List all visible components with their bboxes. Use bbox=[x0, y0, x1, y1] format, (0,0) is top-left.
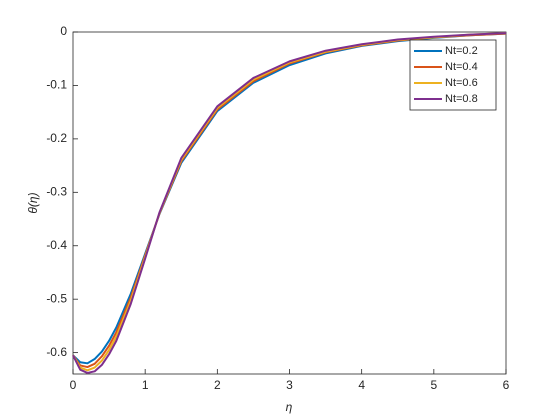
y-tick-label: -0.4 bbox=[46, 238, 67, 252]
y-tick-label: -0.2 bbox=[46, 131, 67, 145]
x-tick-label: 3 bbox=[286, 378, 293, 392]
y-tick-label: -0.1 bbox=[46, 78, 67, 92]
legend-label: Nt=0.4 bbox=[445, 61, 478, 73]
y-tick-label: -0.5 bbox=[46, 291, 67, 305]
x-tick-label: 6 bbox=[503, 378, 510, 392]
x-tick-label: 0 bbox=[70, 378, 77, 392]
x-tick-label: 2 bbox=[214, 378, 221, 392]
x-tick-label: 1 bbox=[142, 378, 149, 392]
y-tick-label: -0.6 bbox=[46, 345, 67, 359]
series-line bbox=[72, 32, 507, 374]
y-axis-label: θ(η) bbox=[26, 192, 40, 213]
legend-label: Nt=0.2 bbox=[445, 45, 478, 57]
y-tick-label: 0 bbox=[60, 24, 67, 38]
x-tick-label: 4 bbox=[358, 378, 365, 392]
x-axis-label: η bbox=[286, 400, 293, 414]
y-tick-label: -0.3 bbox=[46, 184, 67, 198]
legend-label: Nt=0.6 bbox=[445, 77, 478, 89]
x-tick-label: 5 bbox=[430, 378, 437, 392]
legend-label: Nt=0.8 bbox=[445, 93, 478, 105]
